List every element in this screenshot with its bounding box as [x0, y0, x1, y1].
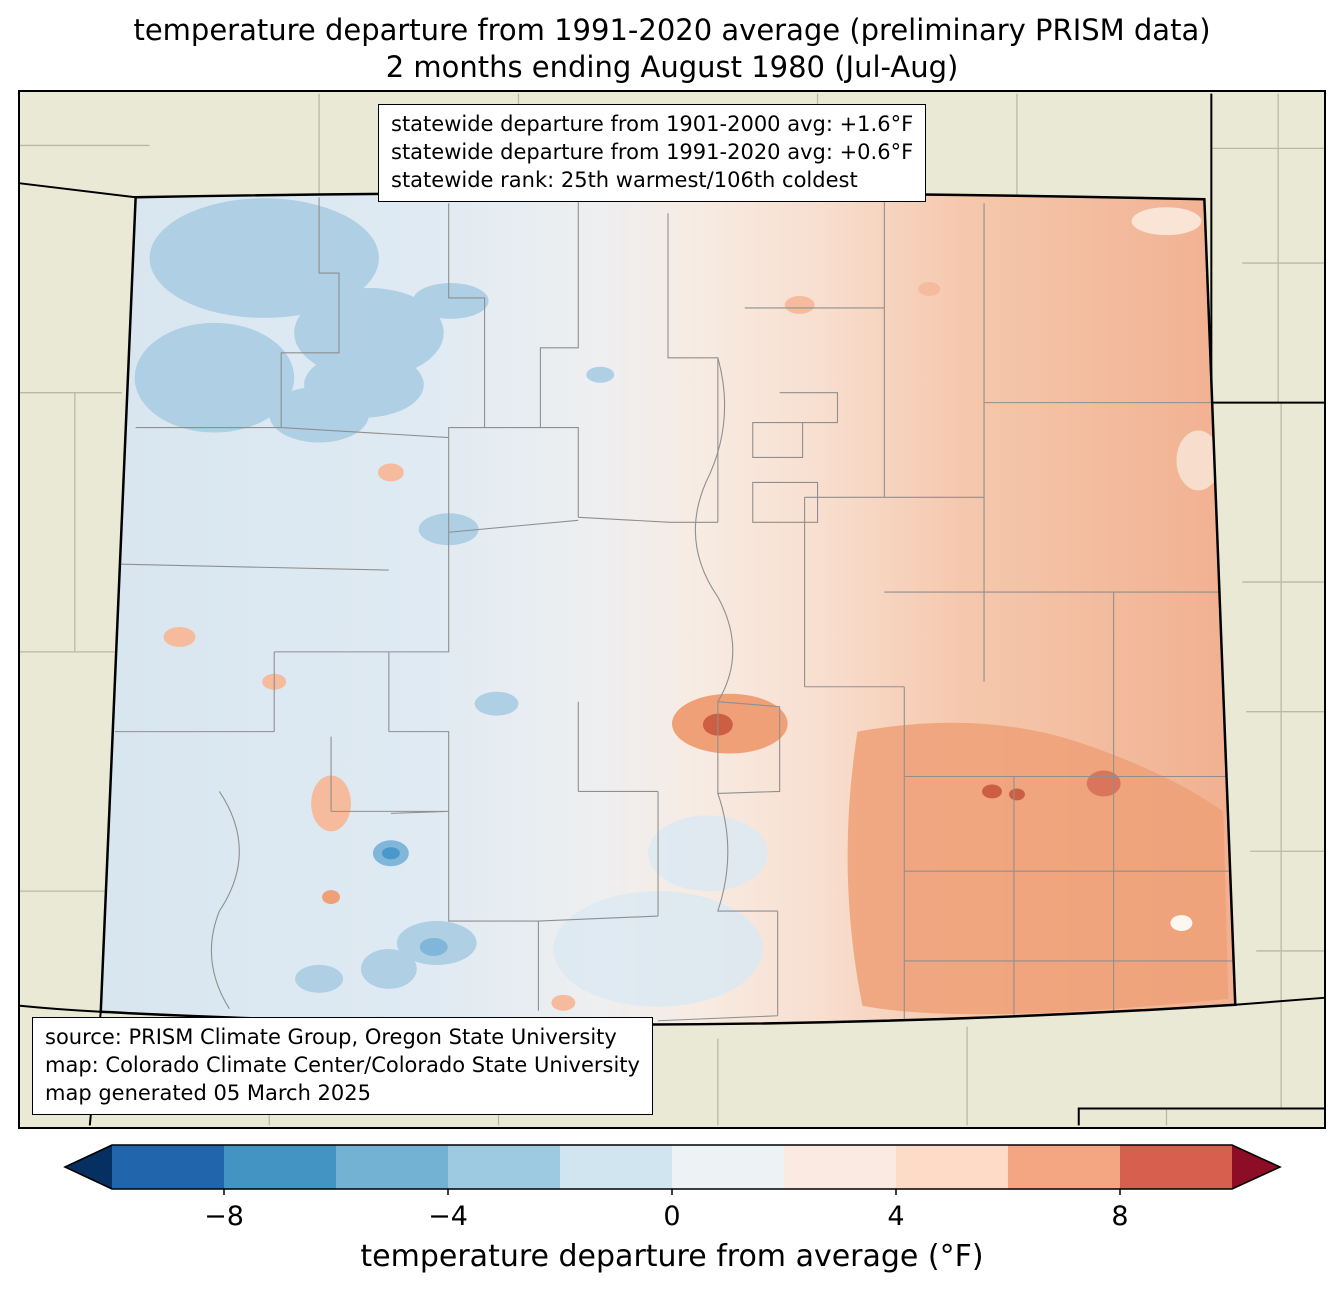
stats-box: statewide departure from 1901-2000 avg: … [378, 104, 927, 202]
svg-text:8: 8 [1111, 1201, 1128, 1232]
colorbar-label: temperature departure from average (°F) [360, 1239, 984, 1275]
title-line-2: 2 months ending August 1980 (Jul-Aug) [385, 50, 959, 85]
svg-text:−4: −4 [428, 1201, 468, 1232]
colorbar: −8 −4 0 4 8 [0, 1137, 1344, 1237]
colorado-map [20, 93, 1324, 1126]
stats-line-rank: statewide rank: 25th warmest/106th colde… [391, 168, 858, 193]
svg-text:−8: −8 [204, 1201, 244, 1232]
source-box: source: PRISM Climate Group, Oregon Stat… [32, 1017, 653, 1116]
stats-line-1991-2020: statewide departure from 1991-2020 avg: … [391, 140, 914, 165]
stats-line-1901-2000: statewide departure from 1901-2000 avg: … [391, 112, 914, 137]
title-line-1: temperature departure from 1991-2020 ave… [133, 13, 1211, 47]
source-line-generated: map generated 05 March 2025 [45, 1081, 372, 1106]
source-line-map: map: Colorado Climate Center/Colorado St… [45, 1053, 640, 1078]
county-lines [114, 197, 1236, 1025]
map-frame: statewide departure from 1901-2000 avg: … [18, 90, 1326, 1130]
colorbar-scale: −8 −4 0 4 8 [63, 1144, 1282, 1232]
page-title: temperature departure from 1991-2020 ave… [0, 12, 1344, 86]
anomaly-blobs [134, 198, 1229, 1025]
svg-text:0: 0 [663, 1201, 680, 1232]
source-line-source: source: PRISM Climate Group, Oregon Stat… [45, 1025, 617, 1050]
svg-text:4: 4 [887, 1201, 904, 1232]
